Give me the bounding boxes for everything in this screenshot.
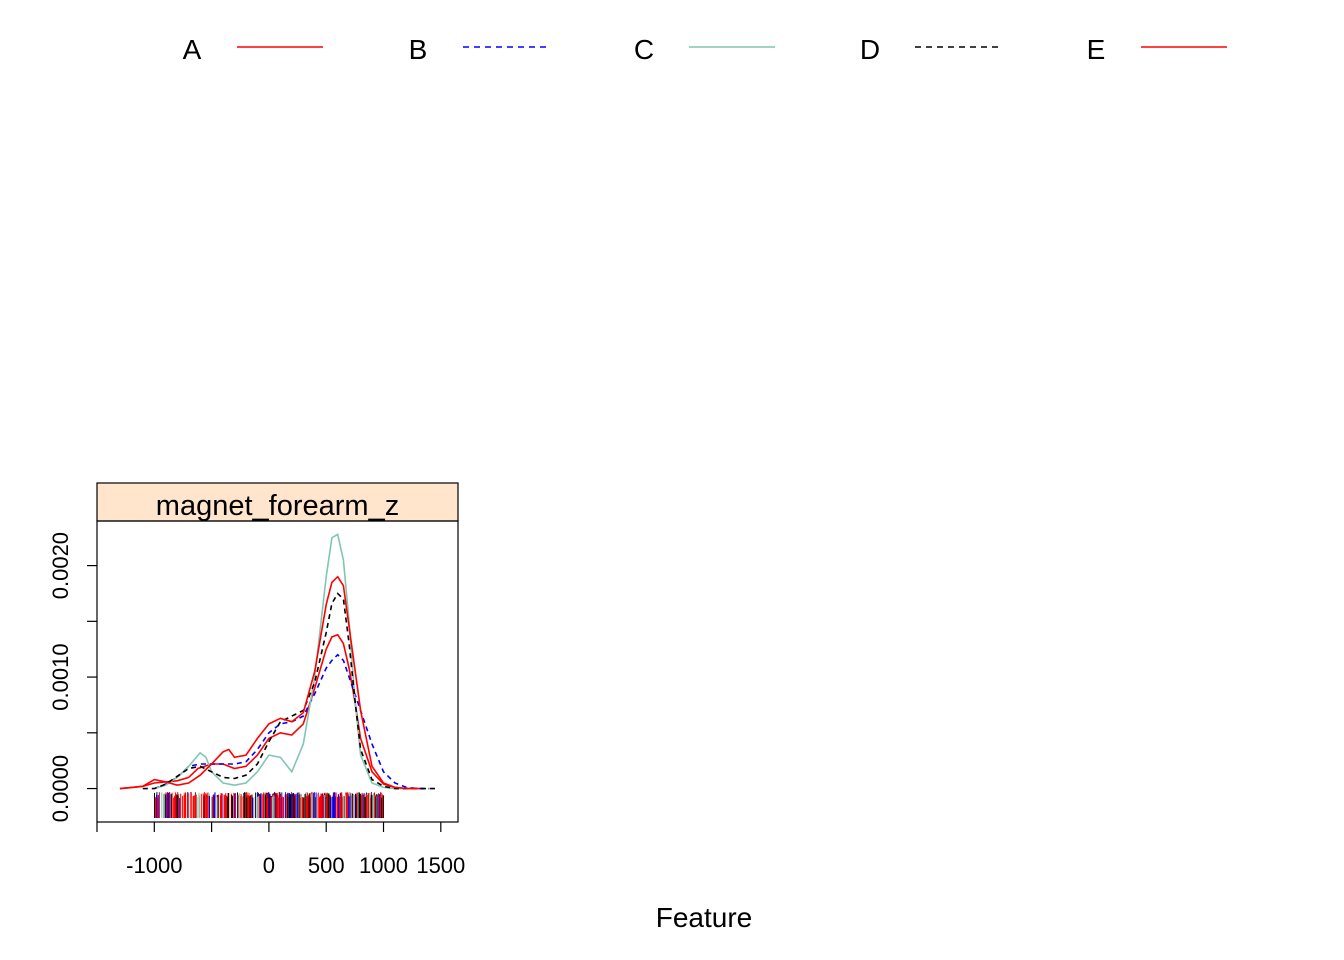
- series-line-C: [154, 533, 418, 790]
- legend-label: B: [409, 34, 428, 65]
- legend: A B C D E: [183, 34, 1227, 65]
- series-line-D: [142, 592, 436, 790]
- plot-frame: [96, 520, 459, 823]
- series-line-E: [119, 575, 418, 790]
- rug-marks: [154, 792, 384, 818]
- x-tick-label: 0: [263, 853, 275, 878]
- legend-item-B: B: [409, 34, 549, 65]
- legend-item-A: A: [183, 34, 323, 65]
- x-tick-label: 1500: [416, 853, 465, 878]
- legend-label: A: [183, 34, 202, 65]
- series-line-A: [119, 633, 424, 790]
- y-tick-label: 0.0020: [48, 532, 73, 599]
- legend-item-E: E: [1087, 34, 1227, 65]
- x-axis: -1000 0 500 1000 1500: [96, 822, 465, 878]
- x-tick-label: 500: [308, 853, 345, 878]
- y-axis: 0.0000 0.0010 0.0020: [48, 532, 97, 822]
- legend-label: E: [1087, 34, 1106, 65]
- y-tick-label: 0.0010: [48, 643, 73, 710]
- series-line-B: [154, 653, 430, 790]
- x-tick-label: 1000: [359, 853, 408, 878]
- strip-background: [96, 482, 459, 522]
- x-axis-title: Feature: [656, 902, 753, 933]
- legend-label: C: [634, 34, 654, 65]
- legend-item-D: D: [860, 34, 1001, 65]
- y-tick-label: 0.0000: [48, 755, 73, 822]
- strip-title: magnet_forearm_z: [156, 490, 399, 522]
- legend-label: D: [860, 34, 880, 65]
- x-tick-label: -1000: [126, 853, 182, 878]
- legend-item-C: C: [634, 34, 775, 65]
- plot-panel: magnet_forearm_z -1000 0 500 1000 1500 0.000…: [48, 482, 465, 878]
- density-lines: [119, 533, 436, 790]
